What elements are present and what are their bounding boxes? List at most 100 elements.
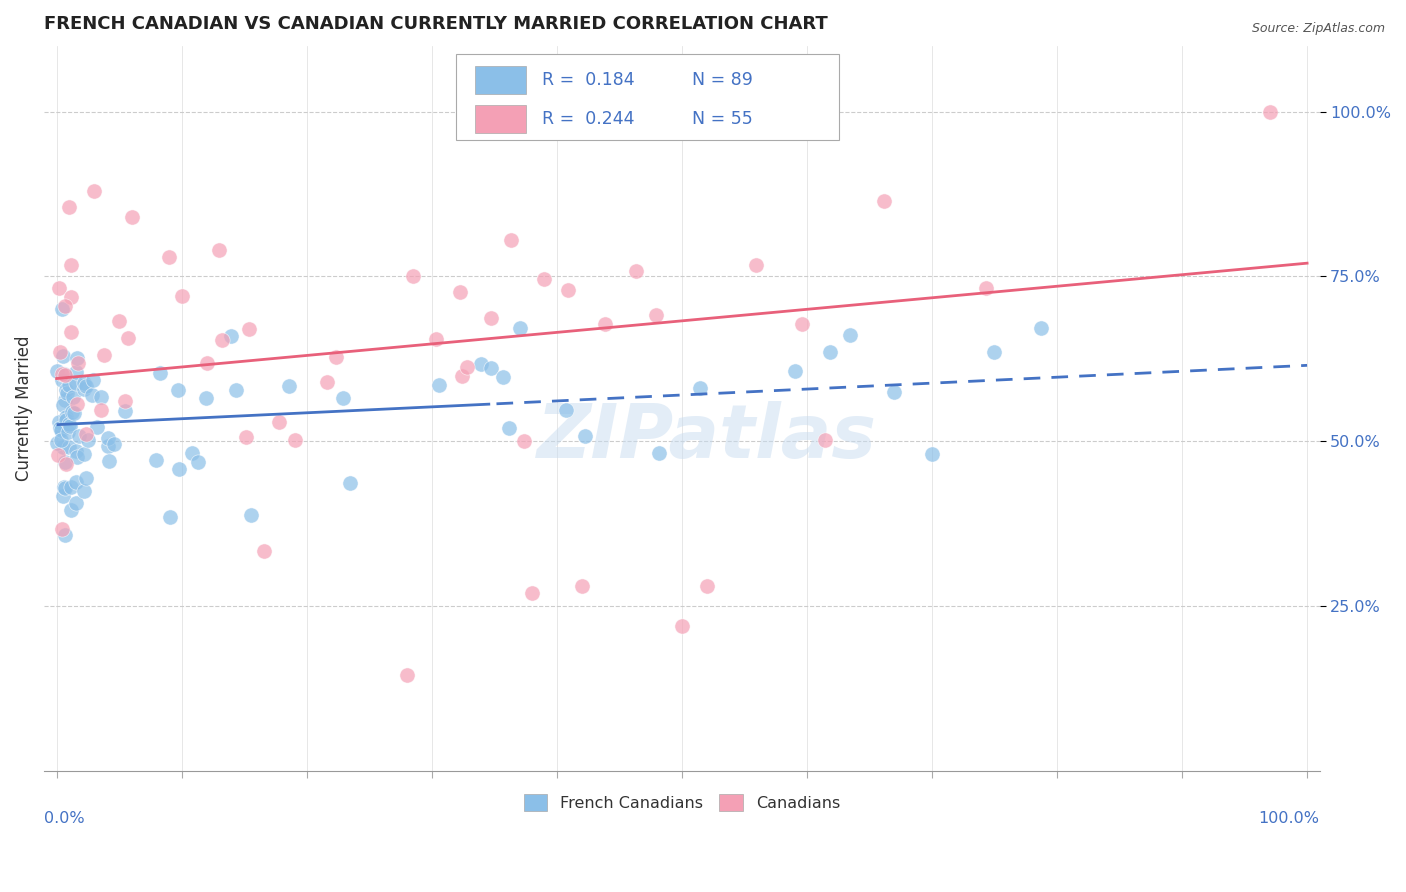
Text: 100.0%: 100.0% — [1258, 811, 1320, 826]
Point — [225, 384, 247, 398]
Point — [509, 321, 531, 335]
Point — [644, 308, 666, 322]
Point — [66, 351, 89, 365]
Point — [55, 413, 77, 427]
Point — [51, 301, 73, 316]
Point — [52, 441, 75, 455]
Point — [63, 406, 86, 420]
FancyBboxPatch shape — [456, 54, 839, 140]
Point — [983, 344, 1005, 359]
Point — [159, 510, 181, 524]
Point — [58, 378, 80, 392]
Point — [82, 374, 104, 388]
Point — [449, 285, 471, 300]
Point — [339, 475, 361, 490]
Point — [839, 327, 862, 342]
Point — [219, 329, 242, 343]
Point — [149, 366, 172, 380]
Point — [557, 283, 579, 297]
Point — [55, 455, 77, 469]
Point — [75, 378, 97, 392]
Y-axis label: Currently Married: Currently Married — [15, 335, 32, 481]
Point — [395, 668, 418, 682]
Point — [75, 470, 97, 484]
Point — [53, 481, 76, 495]
Text: ZIPatlas: ZIPatlas — [537, 401, 877, 474]
Point — [56, 425, 79, 440]
Text: R =  0.184: R = 0.184 — [541, 71, 634, 89]
Point — [58, 417, 80, 431]
Point — [51, 368, 73, 382]
Point — [208, 243, 231, 257]
Point — [470, 357, 492, 371]
Point — [65, 365, 87, 379]
Point — [53, 299, 76, 313]
Point — [574, 429, 596, 443]
Point — [235, 430, 257, 444]
FancyBboxPatch shape — [475, 66, 526, 94]
Point — [46, 436, 69, 450]
Point — [745, 258, 768, 272]
Point — [90, 403, 112, 417]
Point — [284, 433, 307, 447]
Point — [60, 479, 83, 493]
Point — [59, 418, 82, 433]
Point — [648, 446, 671, 460]
Point — [696, 579, 718, 593]
Point — [52, 399, 75, 413]
Point — [62, 390, 84, 404]
Point — [277, 379, 299, 393]
Point — [83, 184, 105, 198]
Point — [77, 434, 100, 448]
Point — [121, 210, 143, 224]
Point — [820, 345, 842, 359]
Point — [52, 489, 75, 503]
Point — [883, 384, 905, 399]
Point — [117, 331, 139, 345]
Point — [792, 317, 814, 331]
Point — [73, 376, 96, 390]
Point — [55, 368, 77, 382]
Point — [593, 317, 616, 331]
Point — [59, 258, 82, 272]
Point — [73, 382, 96, 396]
Point — [97, 431, 120, 445]
Point — [520, 586, 543, 600]
Point — [80, 388, 103, 402]
Text: 0.0%: 0.0% — [44, 811, 84, 826]
Point — [90, 390, 112, 404]
Point — [187, 455, 209, 469]
Point — [75, 426, 97, 441]
Point — [60, 290, 83, 304]
Text: FRENCH CANADIAN VS CANADIAN CURRENTLY MARRIED CORRELATION CHART: FRENCH CANADIAN VS CANADIAN CURRENTLY MA… — [44, 15, 828, 33]
Point — [240, 508, 263, 522]
Point — [46, 448, 69, 462]
Point — [195, 356, 218, 370]
Point — [49, 434, 72, 448]
Text: R =  0.244: R = 0.244 — [541, 110, 634, 128]
Point — [479, 310, 502, 325]
Point — [238, 322, 260, 336]
Point — [267, 416, 290, 430]
Point — [425, 332, 447, 346]
Point — [51, 522, 73, 536]
Point — [554, 402, 576, 417]
Point — [170, 289, 193, 303]
Point — [671, 618, 693, 632]
Point — [783, 364, 806, 378]
Point — [103, 437, 125, 451]
Point — [48, 281, 70, 295]
Point — [498, 420, 520, 434]
Point — [253, 543, 276, 558]
Point — [55, 458, 77, 472]
Point — [166, 383, 188, 397]
Text: N = 55: N = 55 — [692, 110, 752, 128]
Point — [65, 376, 87, 391]
Point — [65, 475, 87, 489]
Text: Source: ZipAtlas.com: Source: ZipAtlas.com — [1251, 22, 1385, 36]
Point — [211, 333, 233, 347]
Point — [73, 484, 96, 499]
Point — [481, 361, 503, 376]
Point — [55, 383, 77, 397]
Point — [492, 370, 515, 384]
